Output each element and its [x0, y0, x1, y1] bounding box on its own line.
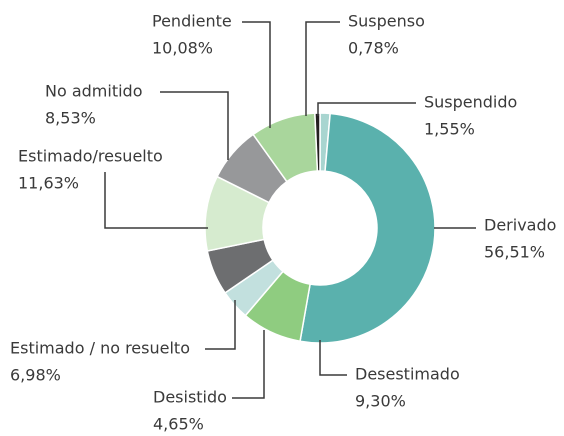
slice-label: Suspenso — [348, 12, 425, 31]
leader-line — [317, 102, 416, 116]
value-label: 6,98% — [10, 366, 61, 385]
value-label: 9,30% — [355, 392, 406, 411]
slice-label: Derivado — [484, 216, 556, 235]
leader-line — [305, 21, 340, 116]
value-label: 1,55% — [424, 120, 475, 139]
slice-label: Estimado/resuelto — [18, 147, 163, 166]
value-label: 8,53% — [45, 109, 96, 128]
leader-line — [242, 21, 271, 128]
leader-line — [319, 340, 347, 376]
value-label: 0,78% — [348, 39, 399, 58]
value-label: 10,08% — [152, 39, 213, 58]
leader-line — [104, 172, 208, 229]
leader-line — [232, 330, 265, 399]
slice — [314, 112, 321, 172]
slice-label: Desistido — [153, 388, 227, 407]
slice-label: Suspendido — [424, 93, 517, 112]
leader-line — [160, 91, 229, 160]
value-label: 56,51% — [484, 243, 545, 262]
slice-label: Desestimado — [355, 365, 460, 384]
value-label: 11,63% — [18, 174, 79, 193]
slice-label: Pendiente — [152, 12, 232, 31]
slice-label: Estimado / no resuelto — [10, 339, 190, 358]
slice-label: No admitido — [45, 82, 143, 101]
leader-line — [205, 300, 236, 350]
slice — [299, 112, 436, 344]
value-label: 4,65% — [153, 415, 204, 434]
